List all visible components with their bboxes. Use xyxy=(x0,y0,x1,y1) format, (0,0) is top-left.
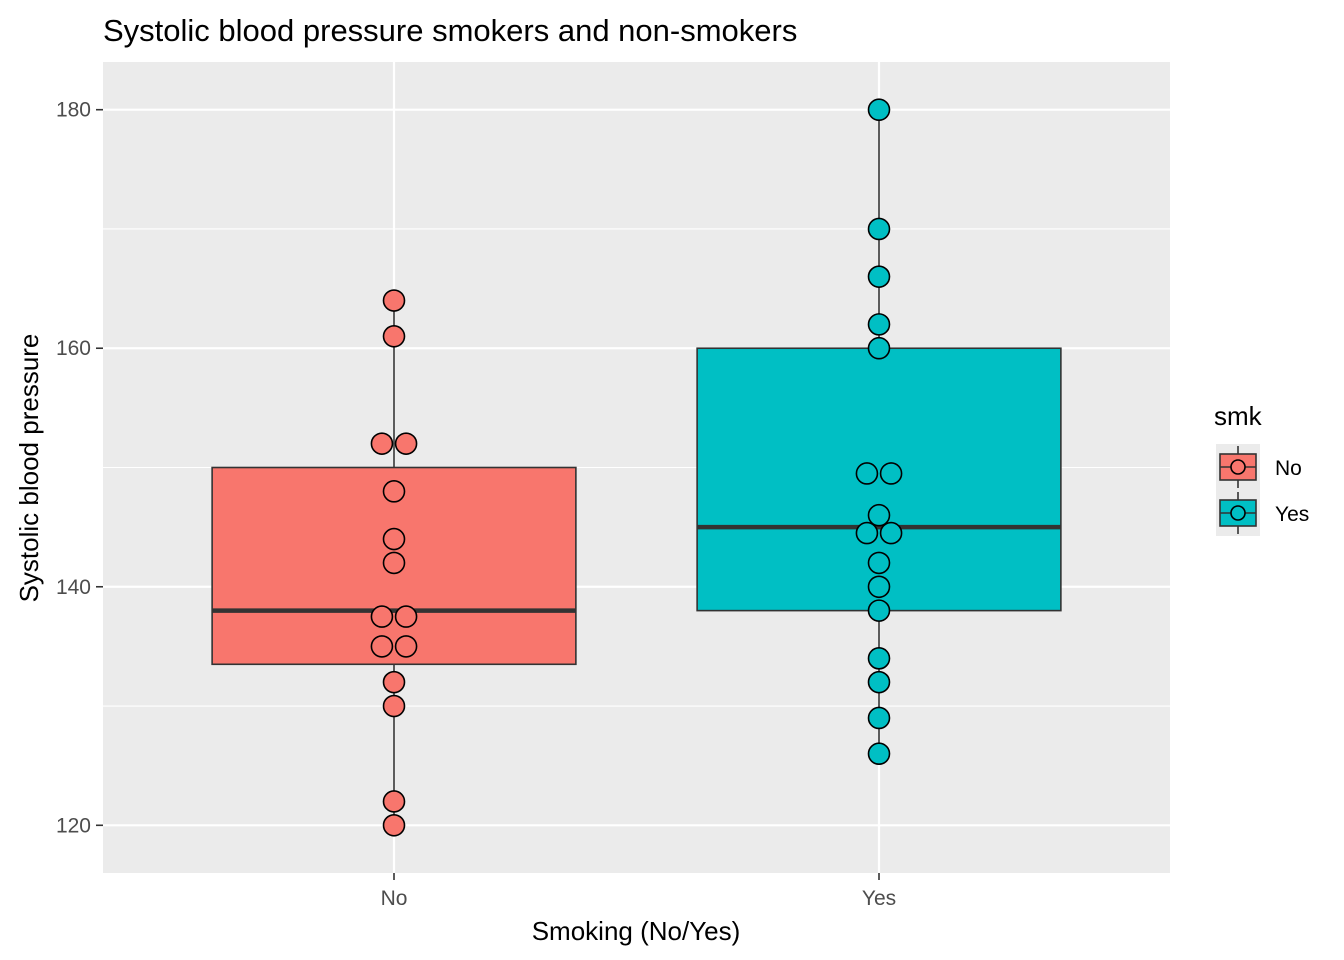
x-tick-label: No xyxy=(381,887,408,910)
y-tick-label: 120 xyxy=(56,814,91,837)
data-point xyxy=(382,670,406,694)
data-point xyxy=(382,527,406,551)
legend-label-yes: Yes xyxy=(1275,503,1309,526)
legend-key-dot xyxy=(1230,505,1246,521)
legend-label-no: No xyxy=(1275,457,1302,480)
data-point xyxy=(867,265,891,288)
data-point xyxy=(867,98,891,122)
data-point xyxy=(382,325,406,348)
data-point xyxy=(867,551,891,575)
data-point xyxy=(382,551,406,575)
data-point xyxy=(855,521,879,545)
data-point xyxy=(867,336,891,360)
y-axis-title: Systolic blood pressure xyxy=(14,334,44,603)
data-point xyxy=(867,599,891,622)
data-point xyxy=(867,742,891,766)
y-tick-label: 160 xyxy=(56,337,91,360)
data-point xyxy=(879,462,903,485)
data-point xyxy=(370,432,394,455)
data-point xyxy=(867,575,891,599)
data-point xyxy=(867,217,891,241)
data-point xyxy=(855,462,879,485)
data-point xyxy=(370,635,394,658)
data-point xyxy=(382,694,406,718)
data-point xyxy=(394,605,418,628)
chart-title: Systolic blood pressure smokers and non-… xyxy=(103,13,797,48)
data-point xyxy=(382,790,406,813)
data-point xyxy=(382,480,406,503)
data-point xyxy=(879,521,903,545)
y-tick-label: 180 xyxy=(56,99,91,122)
data-point xyxy=(867,670,891,694)
legend-key-dot xyxy=(1230,459,1246,475)
data-point xyxy=(867,647,891,670)
point-layer xyxy=(370,98,903,837)
y-axis: 120 140 160 180 xyxy=(56,99,103,837)
data-point xyxy=(867,313,891,336)
data-point xyxy=(867,503,891,527)
data-point xyxy=(867,706,891,730)
x-axis-title: Smoking (No/Yes) xyxy=(532,916,741,946)
x-axis: No Yes xyxy=(381,873,896,910)
legend-title: smk xyxy=(1214,401,1263,431)
data-point xyxy=(370,605,394,628)
y-tick-label: 140 xyxy=(56,576,91,599)
data-point xyxy=(382,289,406,312)
data-point xyxy=(394,432,418,455)
data-point xyxy=(382,813,406,837)
legend: smk No Yes xyxy=(1214,401,1309,536)
data-point xyxy=(394,635,418,658)
x-tick-label: Yes xyxy=(862,887,896,910)
